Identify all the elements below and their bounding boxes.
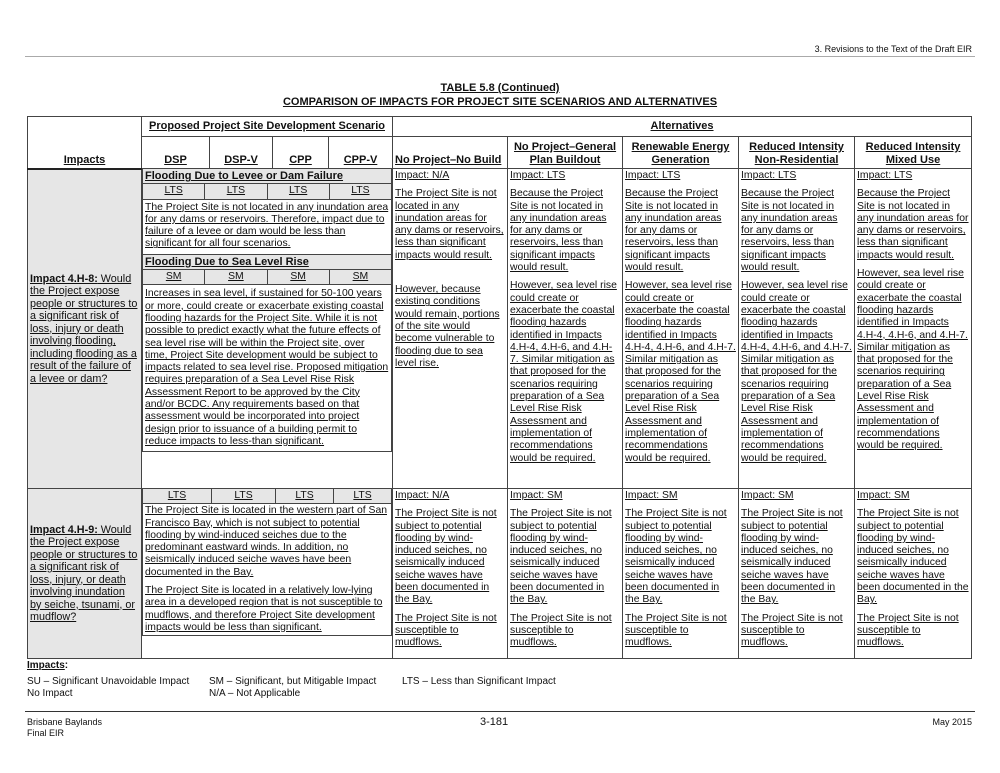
- alt-cell: Impact: SM The Project Site is not subjec…: [622, 488, 740, 659]
- impact-id: Impact 4.H-9:: [30, 523, 98, 536]
- rating-dsp-v: SM: [204, 269, 268, 286]
- alt-text: Because the Project Site is not located …: [625, 188, 722, 274]
- col-group-proposed: Proposed Project Site Development Scenar…: [140, 116, 394, 137]
- rating-cpp-v: LTS: [328, 183, 393, 200]
- scenario-text: The Project Site is located in the weste…: [145, 505, 387, 578]
- alt-cell: Impact: LTS Because the Project Site is n…: [622, 168, 740, 489]
- legend-colon: :: [64, 660, 69, 671]
- alt-text: Because the Project Site is not located …: [741, 188, 838, 274]
- alt-impact: Impact: LTS: [510, 170, 566, 181]
- alt-cell: Impact: LTS Because the Project Site is n…: [738, 168, 856, 489]
- col-renewable: Renewable Energy Generation: [622, 136, 740, 169]
- col-impacts: Impacts: [27, 116, 142, 170]
- alt-impact: Impact: SM: [510, 490, 563, 501]
- scenario-cell: Flooding Due to Levee or Dam Failure LTS…: [140, 168, 394, 489]
- alt-impact: Impact: N/A: [395, 170, 450, 181]
- alt-cell: Impact: N/A The Project Site is not locat…: [392, 168, 509, 489]
- scenario-cell: LTS LTS LTS LTS The Project Site is loca…: [140, 488, 394, 659]
- alt-text: The Project Site is not subject to poten…: [857, 508, 969, 606]
- comparison-table: Impacts Proposed Project Site Developmen…: [27, 116, 973, 659]
- legend-heading: Impacts: [27, 660, 65, 671]
- subsection-heading: Flooding Due to Levee or Dam Failure: [141, 169, 393, 185]
- subsection-text: The Project Site is not located in any i…: [141, 198, 393, 255]
- alt-impact: Impact: LTS: [625, 170, 681, 181]
- header-rule: [25, 56, 975, 57]
- rating-dsp: LTS: [142, 489, 212, 505]
- col-group-alternatives: Alternatives: [392, 116, 973, 137]
- table-row: Impact 4.H-9: Would the Project expose p…: [27, 488, 973, 659]
- legend-su: SU – Significant Unavoidable Impact: [27, 676, 190, 687]
- rating-cpp: LTS: [275, 489, 334, 505]
- footer-doc: Final EIR: [27, 728, 65, 738]
- alt-text: However, sea level rise could create or …: [741, 280, 852, 464]
- alt-cell: Impact: SM The Project Site is not subjec…: [507, 488, 624, 659]
- impact-cell: Impact 4.H-9: Would the Project expose p…: [27, 488, 142, 659]
- page-number: 3-181: [480, 716, 509, 728]
- impact-text: Would the Project expose people or struc…: [30, 272, 138, 385]
- rating-dsp: LTS: [141, 183, 206, 200]
- col-no-build: No Project–No Build: [392, 136, 509, 169]
- alt-text: However, sea level rise could create or …: [625, 280, 736, 464]
- impact-cell: Impact 4.H-8: Would the Project expose p…: [27, 168, 142, 489]
- legend-na: N/A – Not Applicable: [209, 688, 301, 699]
- alt-cell: Impact: N/A The Project Site is not subje…: [392, 488, 509, 659]
- col-reduced-mixed: Reduced Intensity Mixed Use: [854, 136, 973, 169]
- alt-impact: Impact: SM: [741, 490, 794, 501]
- subsection-heading: Flooding Due to Sea Level Rise: [141, 253, 393, 271]
- alt-text: The Project Site is not susceptible to m…: [857, 612, 959, 649]
- alt-impact: Impact: SM: [625, 490, 678, 501]
- section-header: 3. Revisions to the Text of the Draft EI…: [814, 44, 972, 54]
- table-number: TABLE 5.8 (Continued): [440, 82, 560, 94]
- alt-impact: Impact: N/A: [395, 490, 450, 501]
- scenario-text: The Project Site is located in a relativ…: [145, 585, 383, 633]
- alt-text: The Project Site is not subject to poten…: [625, 508, 727, 606]
- alt-text: The Project Site is not susceptible to m…: [395, 612, 497, 649]
- alt-cell: Impact: LTS Because the Project Site is n…: [507, 168, 624, 489]
- alt-impact: Impact: LTS: [741, 170, 797, 181]
- alt-cell: Impact: LTS Because the Project Site is n…: [854, 168, 973, 489]
- table-title: COMPARISON OF IMPACTS FOR PROJECT SITE S…: [282, 96, 718, 108]
- alt-cell: Impact: SM The Project Site is not subjec…: [738, 488, 856, 659]
- alt-text: The Project Site is not subject to poten…: [741, 508, 843, 606]
- rating-cpp: SM: [266, 269, 330, 286]
- col-reduced-nonres: Reduced Intensity Non-Residential: [738, 136, 856, 169]
- alt-text: The Project Site is not susceptible to m…: [741, 612, 843, 649]
- alt-text: The Project Site is not susceptible to m…: [510, 612, 612, 649]
- legend-sm: SM – Significant, but Mitigable Impact: [209, 676, 377, 687]
- footer-date: May 2015: [932, 717, 972, 727]
- alt-text: However, because existing conditions wou…: [395, 284, 500, 369]
- footer-left: Brisbane Baylands Final EIR: [27, 717, 102, 739]
- alt-text: The Project Site is not located in any i…: [395, 188, 504, 261]
- alt-text: Because the Project Site is not located …: [857, 188, 969, 261]
- rating-cpp-v: LTS: [332, 489, 393, 505]
- impact-id: Impact 4.H-8:: [30, 272, 98, 285]
- alt-cell: Impact: SM The Project Site is not subjec…: [854, 488, 973, 659]
- rating-cpp-v: SM: [328, 269, 393, 286]
- subsection-text: Increases in sea level, if sustained for…: [141, 284, 393, 453]
- col-cpp-v: CPP-V: [327, 136, 394, 169]
- rating-cpp: LTS: [266, 183, 330, 200]
- rating-dsp-v: LTS: [204, 183, 268, 200]
- alt-impact: Impact: SM: [857, 490, 910, 501]
- legend-ni: No Impact: [27, 688, 73, 699]
- alt-impact: Impact: LTS: [857, 170, 913, 181]
- col-dsp: DSP: [141, 136, 210, 169]
- rating-dsp: SM: [141, 269, 206, 286]
- impact-text: Would the Project expose people or struc…: [30, 523, 138, 624]
- col-dsp-v: DSP-V: [209, 136, 273, 169]
- rating-dsp-v: LTS: [211, 489, 276, 505]
- alt-text: However, sea level rise could create or …: [510, 280, 617, 464]
- col-cpp: CPP: [272, 136, 329, 169]
- table-row: Impact 4.H-8: Would the Project expose p…: [27, 168, 973, 489]
- legend-lts: LTS – Less than Significant Impact: [402, 676, 556, 687]
- alt-text: The Project Site is not subject to poten…: [510, 508, 612, 606]
- alt-text: Because the Project Site is not located …: [510, 188, 607, 274]
- alt-text: However, sea level rise could create or …: [857, 268, 968, 452]
- alt-text: The Project Site is not subject to poten…: [395, 508, 497, 606]
- footer-project: Brisbane Baylands: [27, 717, 103, 727]
- impacts-legend: Impacts: SU – Significant Unavoidable Im…: [27, 660, 727, 700]
- footer-rule: [25, 711, 975, 712]
- col-general-plan: No Project–General Plan Buildout: [507, 136, 624, 169]
- alt-text: The Project Site is not susceptible to m…: [625, 612, 727, 649]
